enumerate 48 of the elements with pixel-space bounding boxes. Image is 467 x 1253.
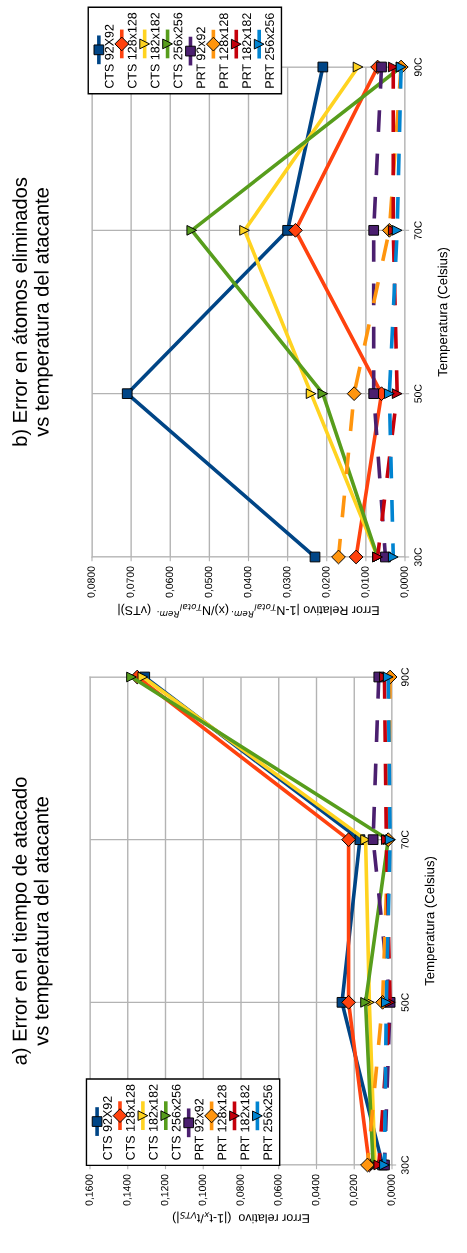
x-tick-label: 0,0400 [243, 566, 253, 598]
x-tick-label: 0,0600 [165, 566, 175, 598]
x-tick-label: 0,0000 [387, 1174, 397, 1206]
y-tick-label: 30C [414, 547, 422, 567]
x-axis-title: Error Relativo |1-N$_{Total}$$^{Rem.}$(x)/N$_{Total}$$^{Rem.}$ (vTS)| [118, 603, 379, 618]
x-tick-label: 0,0000 [400, 566, 410, 598]
legend-label: PRT 92x92 [194, 1098, 204, 1160]
y-axis-title: Temperatura (Celsius) [424, 856, 437, 986]
y-tick-label: 70C [401, 830, 409, 849]
y-tick-label: 90C [401, 667, 409, 687]
legend-label: PRT 182x182 [242, 13, 252, 88]
legend-label: PRT 256x256 [265, 13, 274, 88]
x-tick-label: 0,0100 [361, 566, 370, 598]
y-tick-label: 50C [401, 993, 409, 1012]
y-tick-label: 30C [401, 1155, 409, 1175]
legend-label: PRT 182x182 [240, 1085, 250, 1160]
x-tick-label: 0,0700 [126, 566, 136, 598]
x-tick-label: 0,1600 [85, 1174, 95, 1206]
y-tick-label: 50C [414, 384, 422, 403]
legend-label: CTS 92X92 [103, 1096, 112, 1160]
y-axis-title: Temperatura (Celsius) [437, 247, 450, 377]
legend-label: CTS 256x256 [173, 12, 183, 89]
legend-label: CTS 182x182 [148, 1084, 158, 1160]
text: b) Error en átomos eliminados vs temperatura del atacante [11, 177, 53, 446]
y-tick-label: 90C [414, 57, 422, 77]
legend-label: PRT 128x128 [219, 13, 229, 88]
text: a) Error en el tiempo de atacado vs temperatura del atacante [12, 777, 53, 1065]
x-tick-label: 0,0200 [349, 1174, 359, 1206]
x-tick-label: 0,1400 [123, 1174, 132, 1206]
x-tick-label: 0,0800 [236, 1174, 246, 1206]
x-tick-label: 0,0500 [204, 566, 214, 598]
legend-label: CTS 128x128 [125, 1084, 135, 1160]
legend-label: CTS 256x256 [171, 1084, 181, 1160]
x-axis-title: Error relativo (|1-t$_{x}$/t$_{VTS}$|) [172, 1211, 309, 1224]
x-tick-label: 0,0300 [283, 566, 292, 598]
legend-label: PRT 256x256 [263, 1084, 273, 1160]
legend-label: PRT 92x92 [196, 27, 206, 88]
x-tick-label: 0,0400 [311, 1174, 321, 1206]
x-tick-label: 0,0800 [87, 566, 97, 598]
legend-label: CTS 92X92 [104, 24, 114, 89]
legend-label: PRT 128x128 [217, 1084, 227, 1160]
legend-label: CTS 182x182 [150, 12, 160, 89]
x-tick-label: 0,1000 [198, 1174, 208, 1206]
x-tick-label: 0,1200 [160, 1174, 170, 1206]
y-tick-label: 70C [414, 221, 422, 240]
legend-label: CTS 128x128 [127, 12, 137, 89]
x-tick-label: 0,0600 [274, 1174, 283, 1206]
x-tick-label: 0,0200 [322, 566, 331, 598]
